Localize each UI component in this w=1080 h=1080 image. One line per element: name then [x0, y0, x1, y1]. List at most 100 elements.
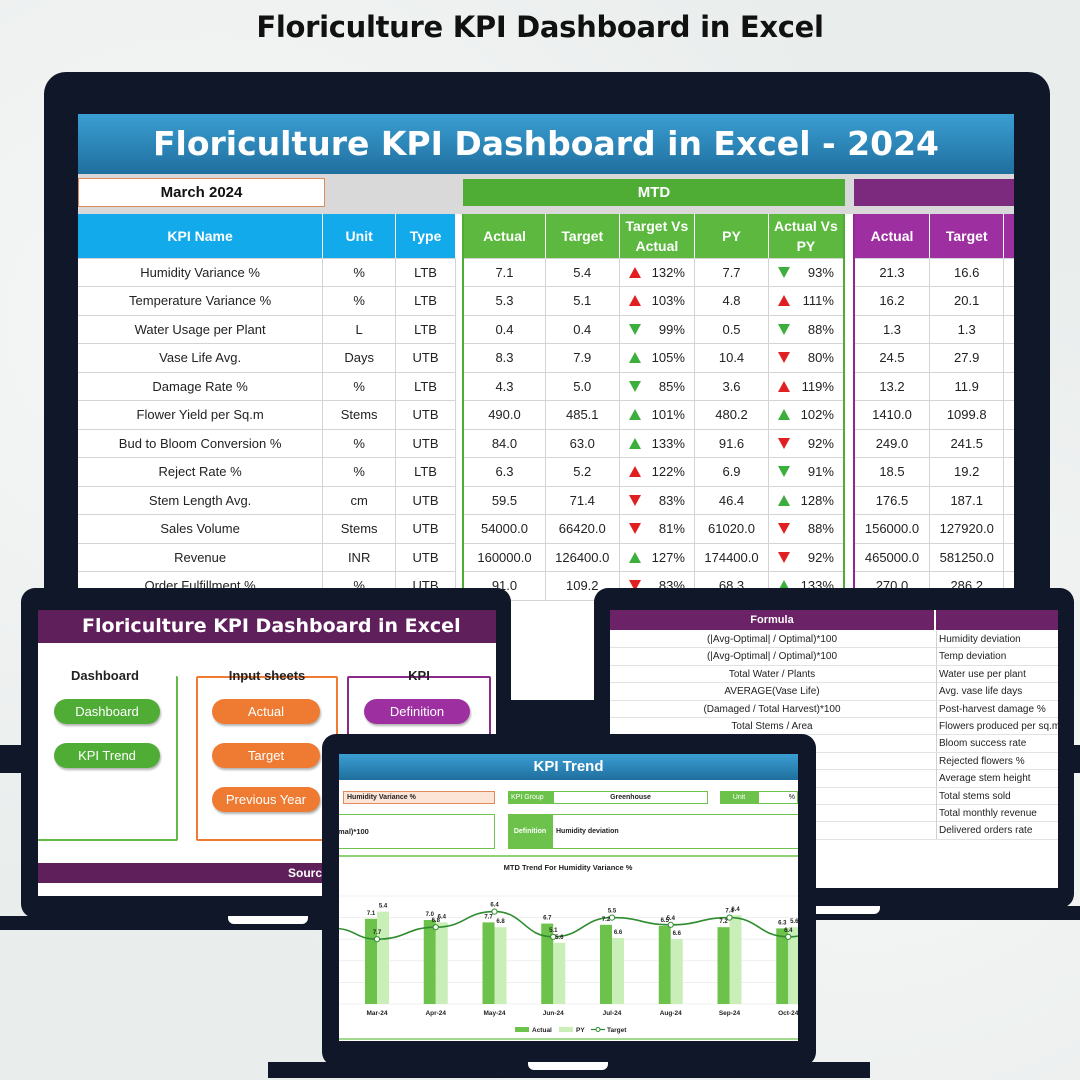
formula-laptop-notch	[800, 906, 880, 914]
formula-row: Average stem height	[610, 770, 1058, 788]
mtd-row: 59.5 71.4 83% 46.4 128%	[463, 486, 845, 515]
mtd-py-cell: 46.4	[694, 486, 769, 515]
ytd-row: 24.5 27.9	[854, 343, 1014, 373]
mtd-header: MTD	[463, 179, 845, 206]
mtd-py-cell: 91.6	[694, 429, 769, 458]
data-label: 7.4	[725, 909, 734, 915]
avp-value: 93%	[807, 264, 834, 280]
mtd-tva-cell: 81%	[619, 514, 696, 544]
dashboard-button[interactable]: Dashboard	[54, 699, 160, 724]
target-point	[726, 914, 733, 921]
type-cell: LTB	[395, 258, 456, 287]
tva-value: 101%	[651, 407, 685, 423]
formula-row: AVERAGE(Vase Life) Avg. vase life days	[610, 683, 1058, 701]
kpi-trend-screen: KPI Trend Humidity Variance % KPI Group …	[339, 754, 798, 1041]
definition-label: Definition	[508, 814, 552, 849]
legend-target-marker	[595, 1027, 601, 1032]
data-label: 6.6	[673, 931, 682, 937]
avp-value: 88%	[807, 521, 834, 537]
arrow-up-icon	[777, 494, 790, 506]
arrow-up-icon	[628, 266, 641, 278]
kpi-selector[interactable]: Humidity Variance %	[343, 791, 495, 804]
formula-row: (|Avg-Optimal| / Optimal)*100 Temp devia…	[610, 648, 1058, 666]
unit-cell: %	[322, 286, 397, 316]
unit-cell: Stems	[322, 514, 397, 544]
formula-definition: Total stems sold	[936, 787, 1058, 805]
mtd-avp-cell: 92%	[768, 543, 845, 572]
formula-definition: Total monthly revenue	[936, 805, 1058, 822]
type-cell: UTB	[395, 514, 456, 544]
py-bar	[553, 942, 566, 1004]
data-label: 5.4	[379, 904, 388, 910]
legend-actual: Actual	[532, 1027, 552, 1034]
data-label: 7.0	[426, 912, 435, 918]
arrow-up-icon	[628, 437, 641, 449]
mtd-target-cell: 5.2	[545, 457, 620, 487]
ytd-row: 465000.0 581250.0	[854, 543, 1014, 572]
tva-value: 105%	[651, 350, 685, 366]
mtd-py-cell: 7.7	[694, 258, 769, 287]
mtd-tva-cell: 127%	[619, 543, 696, 572]
nav-laptop-notch	[228, 916, 308, 924]
definition-button[interactable]: Definition	[364, 699, 470, 724]
target-point	[608, 914, 616, 921]
kpi-name-cell: Flower Yield per Sq.m	[78, 400, 324, 430]
formula-header: Formula	[610, 610, 934, 630]
ytd-more-cell	[1003, 315, 1014, 344]
type-cell: UTB	[395, 400, 456, 430]
unit-cell: %	[322, 457, 397, 487]
actual-bar	[717, 927, 730, 1004]
py-bar	[788, 927, 798, 1004]
previous-year-button[interactable]: Previous Year	[212, 787, 320, 812]
data-label: 6.4	[490, 903, 499, 909]
mtd-actual-cell: 6.3	[463, 457, 546, 487]
kpi-group-value: Greenhouse	[553, 791, 708, 804]
arrow-down-icon	[777, 352, 790, 364]
kpi-row: Vase Life Avg. Days UTB	[78, 343, 456, 373]
py-bar	[377, 911, 389, 1004]
kpi-name-cell: Stem Length Avg.	[78, 486, 324, 515]
formula-definition: Rejected flowers %	[936, 752, 1058, 770]
type-cell: UTB	[395, 429, 456, 458]
arrow-down-icon	[628, 323, 641, 335]
mtd-target-cell: 126400.0	[545, 543, 620, 572]
avp-value: 111%	[802, 293, 834, 309]
actual-button[interactable]: Actual	[212, 699, 320, 724]
tva-value: 103%	[651, 293, 685, 309]
ytd-target-cell: 1099.8	[929, 400, 1005, 430]
col-ytd-actual: Actual	[854, 214, 930, 259]
formula-definition: Flowers produced per sq.m	[936, 718, 1058, 735]
ytd-actual-cell: 24.5	[854, 343, 930, 373]
mtd-avp-cell: 88%	[768, 315, 845, 344]
mtd-target-cell: 5.4	[545, 258, 620, 287]
tva-value: 132%	[651, 264, 685, 280]
ytd-more-cell	[1003, 372, 1014, 401]
col-mtd-tva: Target Vs Actual	[619, 214, 696, 259]
kpi-name-cell: Revenue	[78, 543, 324, 572]
kpi-row: Flower Yield per Sq.m Stems UTB	[78, 400, 456, 430]
mtd-avp-cell: 92%	[768, 429, 845, 458]
definition-value: Humidity deviation	[552, 814, 798, 849]
mtd-actual-cell: 160000.0	[463, 543, 546, 572]
ytd-actual-cell: 13.2	[854, 372, 930, 401]
month-selector[interactable]: March 2024	[78, 178, 325, 207]
ytd-actual-cell: 465000.0	[854, 543, 930, 572]
kpi-trend-button[interactable]: KPI Trend	[54, 743, 160, 768]
mtd-row: 8.3 7.9 105% 10.4 80%	[463, 343, 845, 373]
type-cell: LTB	[395, 372, 456, 401]
formula-row: (Damaged / Total Harvest)*100 Post-harve…	[610, 700, 1058, 718]
col-kpi-name: KPI Name	[78, 214, 324, 259]
actual-bar	[600, 924, 612, 1004]
kpi-name-cell: Sales Volume	[78, 514, 324, 544]
formula-snippet: mal)*100	[339, 814, 495, 849]
ytd-actual-cell: 1410.0	[854, 400, 930, 430]
ytd-row: 16.2 20.1	[854, 286, 1014, 316]
dashboard-group: Dashboard	[38, 668, 178, 841]
target-button[interactable]: Target	[212, 743, 320, 768]
type-cell: UTB	[395, 486, 456, 515]
formula-text: (|Avg-Optimal| / Optimal)*100	[706, 651, 838, 663]
ytd-actual-cell: 156000.0	[854, 514, 930, 544]
formula-definition: Water use per plant	[936, 665, 1058, 683]
ytd-actual-cell: 1.3	[854, 315, 930, 344]
col-unit: Unit	[322, 214, 397, 259]
